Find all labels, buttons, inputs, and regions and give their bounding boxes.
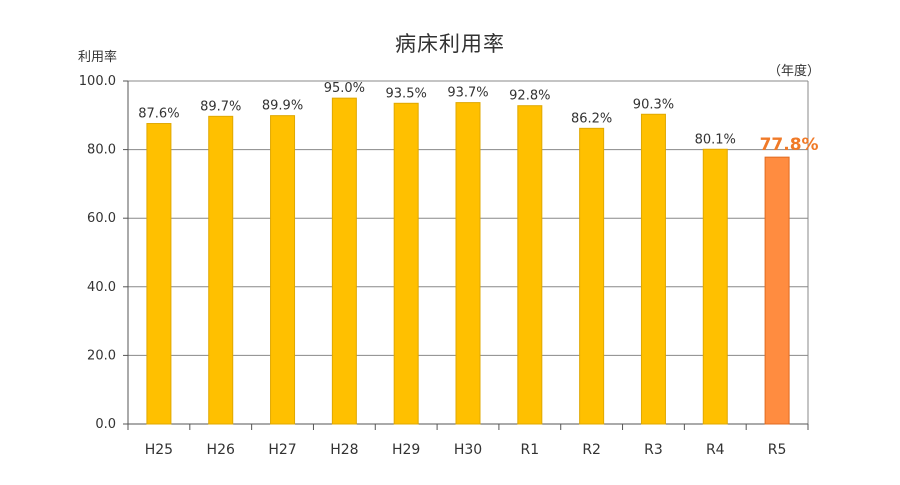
- x-tick-label: H29: [392, 442, 420, 458]
- data-label: 89.9%: [262, 99, 303, 114]
- y-tick-label: 40.0: [87, 280, 116, 295]
- data-label: 87.6%: [138, 107, 179, 122]
- bar-h29: [393, 102, 419, 425]
- y-axis-label: 利用率: [78, 50, 118, 65]
- bar-r5: [764, 156, 790, 425]
- bar-r2: [579, 127, 605, 425]
- data-label: 77.8%: [760, 135, 819, 155]
- data-label: 92.8%: [509, 89, 550, 104]
- bar-h27: [270, 115, 296, 425]
- bar-h26: [208, 115, 234, 425]
- bar-h30: [455, 102, 481, 425]
- bar-h25: [146, 123, 172, 425]
- data-label: 90.3%: [633, 97, 674, 112]
- y-tick-label: 60.0: [87, 211, 116, 226]
- data-label: 93.5%: [386, 86, 427, 101]
- bar-h28: [331, 97, 357, 425]
- x-axis-unit-note: （年度）: [768, 64, 821, 79]
- x-tick-label: H28: [330, 442, 358, 458]
- y-tick-label: 100.0: [79, 74, 116, 89]
- x-tick-label: R3: [644, 442, 663, 458]
- bar-r1: [517, 105, 543, 425]
- x-tick-label: H26: [207, 442, 235, 458]
- x-tick-label: R1: [520, 442, 539, 458]
- x-tick-label: H30: [454, 442, 482, 458]
- data-label: 80.1%: [695, 132, 736, 147]
- x-tick-label: H27: [268, 442, 296, 458]
- x-tick-label: R2: [582, 442, 601, 458]
- chart-title: 病床利用率: [395, 32, 505, 56]
- x-tick-label: R5: [768, 442, 787, 458]
- x-tick-label: R4: [706, 442, 725, 458]
- bar-r3: [640, 113, 666, 425]
- data-label: 93.7%: [447, 86, 488, 101]
- y-tick-label: 20.0: [87, 348, 116, 363]
- bar-r4: [702, 148, 728, 425]
- x-tick-label: H25: [145, 442, 173, 458]
- y-tick-label: 80.0: [87, 143, 116, 158]
- y-tick-label: 0.0: [95, 417, 116, 432]
- data-label: 89.7%: [200, 99, 241, 114]
- data-label: 86.2%: [571, 111, 612, 126]
- data-label: 95.0%: [324, 81, 365, 96]
